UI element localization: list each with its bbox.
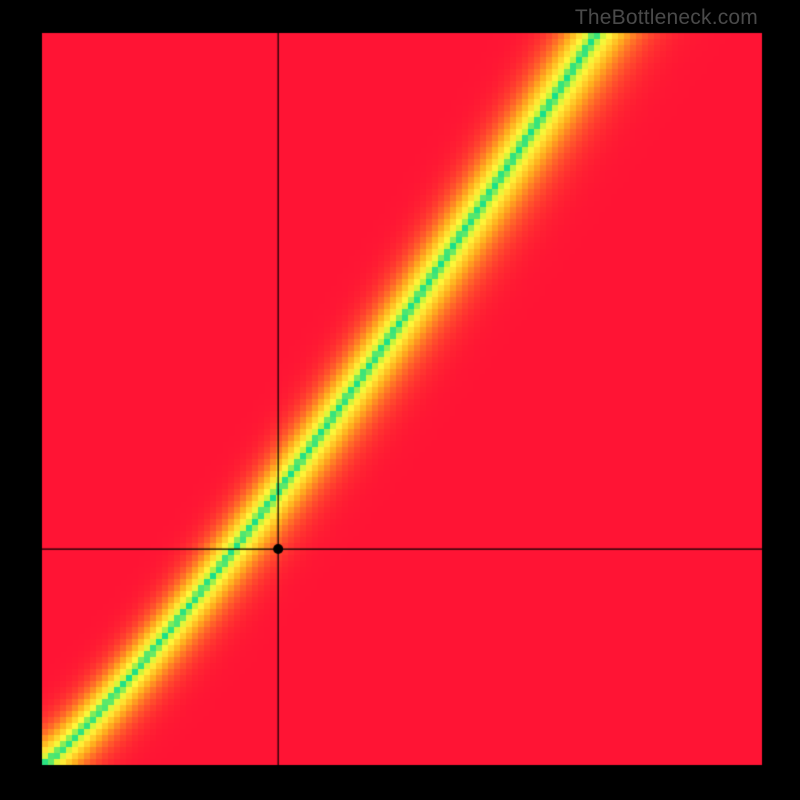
- chart-container: TheBottleneck.com: [0, 0, 800, 800]
- watermark-text: TheBottleneck.com: [575, 6, 758, 30]
- heatmap-canvas: [0, 0, 800, 800]
